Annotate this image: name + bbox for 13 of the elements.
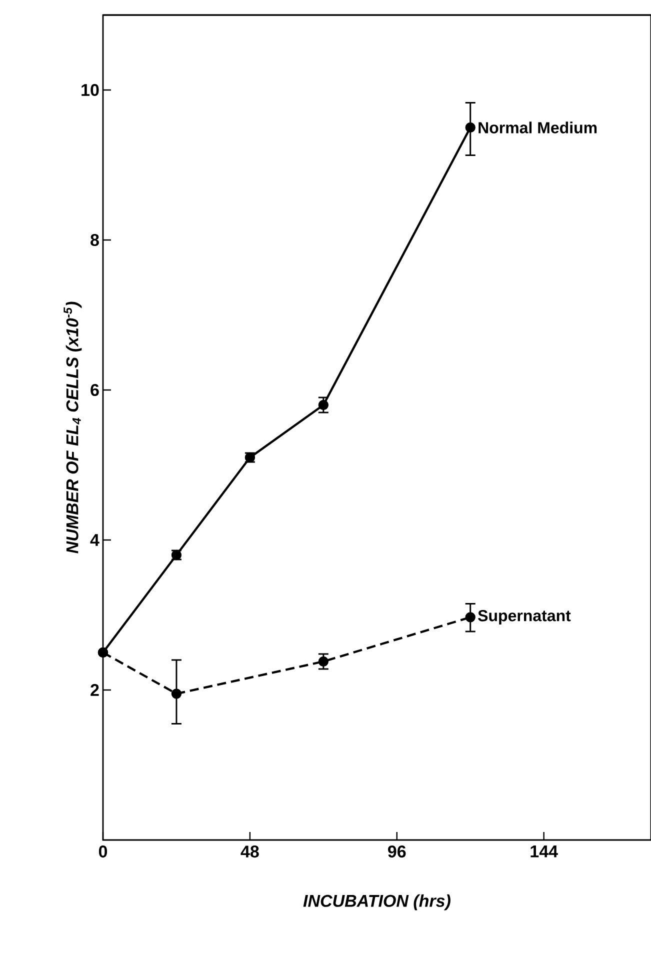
series-label: Supernatant xyxy=(478,610,571,624)
y-tick-label: 6 xyxy=(90,384,99,396)
x-axis-title: INCUBATION (hrs) xyxy=(303,894,450,910)
x-tick-label: 96 xyxy=(388,846,406,858)
y-tick-label: 10 xyxy=(82,84,99,96)
y-axis-title: NUMBER OF EL$_{4}$ CELLS (x10$^{-5}$) xyxy=(64,302,82,554)
x-tick-label: 48 xyxy=(240,846,259,858)
y-tick-label: 4 xyxy=(90,534,100,546)
y-tick-label: 8 xyxy=(90,234,99,246)
x-tick-label: 144 xyxy=(530,846,558,858)
y-tick-label: 2 xyxy=(90,684,99,696)
series-label: Normal Medium xyxy=(478,122,597,134)
x-tick-label: 0 xyxy=(98,846,108,858)
